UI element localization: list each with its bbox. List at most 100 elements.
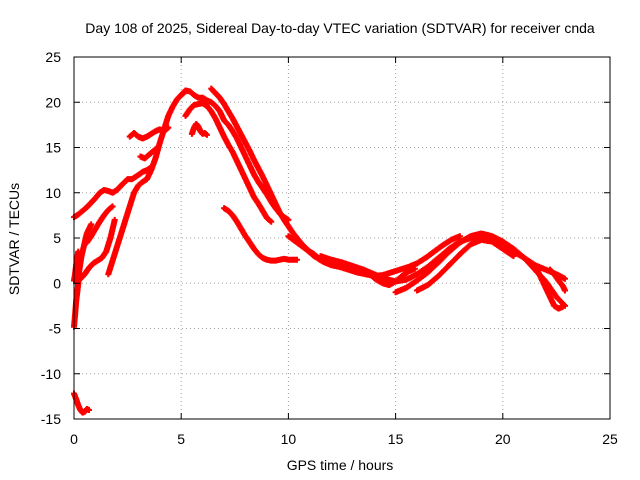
data-trace (290, 230, 300, 240)
data-trace (97, 213, 107, 224)
data-trace (547, 267, 557, 277)
data-trace (282, 256, 290, 263)
data-trace (251, 195, 261, 206)
data-trace (147, 149, 156, 157)
data-trace (406, 266, 417, 274)
data-trace (260, 186, 270, 197)
data-trace (490, 233, 505, 245)
data-trace (400, 269, 411, 279)
data-trace (281, 217, 291, 229)
data-trace (230, 150, 240, 163)
data-trace (162, 125, 171, 134)
data-trace (286, 256, 295, 263)
data-trace (243, 234, 253, 245)
data-trace (556, 278, 565, 288)
data-trace (86, 261, 96, 270)
data-trace (209, 86, 218, 96)
data-trace (404, 271, 419, 283)
data-trace (183, 107, 193, 118)
series-arc-12 (188, 120, 210, 138)
data-trace (93, 190, 102, 201)
data-trace (458, 233, 473, 245)
data-trace (226, 142, 235, 154)
series-arc-21 (546, 266, 568, 294)
data-trace (140, 176, 149, 185)
data-trace (251, 158, 261, 171)
data-trace (127, 191, 137, 208)
x-tick-label: 5 (177, 431, 185, 447)
data-trace (432, 243, 445, 254)
data-trace (447, 240, 462, 254)
data-trace (234, 159, 244, 172)
data-trace (457, 242, 473, 257)
data-trace (193, 121, 201, 129)
data-trace (415, 255, 428, 266)
data-trace (170, 97, 180, 109)
data-trace (415, 270, 430, 283)
data-trace (89, 196, 98, 205)
data-trace (291, 256, 299, 263)
data-trace (449, 233, 462, 243)
data-trace (106, 188, 115, 196)
data-trace (97, 187, 106, 196)
data-trace (134, 169, 145, 179)
data-trace (234, 124, 244, 137)
data-trace (208, 109, 218, 121)
data-trace (142, 152, 151, 161)
data-trace (277, 210, 287, 222)
series-arc-19 (414, 236, 517, 294)
data-trace (157, 126, 166, 134)
data-trace (238, 168, 248, 181)
data-trace (490, 239, 505, 252)
data-trace (217, 109, 227, 123)
data-trace (217, 125, 227, 139)
series-arc-13 (208, 85, 326, 264)
data-trace (256, 179, 265, 191)
data-trace (202, 130, 209, 137)
data-trace (273, 201, 283, 215)
data-trace (286, 233, 299, 245)
data-trace (264, 183, 274, 197)
data-trace (393, 273, 404, 284)
data-trace (312, 253, 325, 264)
data-trace (269, 257, 278, 264)
data-trace (251, 246, 261, 257)
series-arc-18 (392, 230, 568, 309)
data-trace (222, 205, 231, 214)
data-trace (234, 219, 244, 231)
data-trace (243, 141, 253, 153)
data-trace (247, 163, 257, 177)
data-trace (243, 177, 253, 190)
data-trace (82, 265, 92, 277)
data-trace (72, 212, 81, 220)
data-trace (136, 134, 145, 141)
data-trace (187, 102, 197, 112)
series-arc-14 (221, 205, 300, 264)
data-trace (205, 97, 214, 105)
data-trace (84, 406, 91, 413)
data-trace (436, 263, 452, 279)
series-arc-5 (73, 216, 118, 287)
data-trace (256, 252, 265, 261)
data-trace (247, 149, 257, 162)
data-trace (209, 100, 218, 108)
data-trace (256, 201, 265, 213)
data-trace (106, 204, 115, 213)
data-trace (88, 227, 98, 238)
data-trace (107, 218, 118, 240)
x-tick-label: 15 (388, 431, 404, 447)
data-trace (74, 276, 83, 286)
y-axis-label: SDTVAR / TECUs (6, 183, 22, 295)
data-trace (543, 286, 553, 299)
data-trace (221, 102, 231, 114)
data-trace (273, 257, 282, 264)
chart-title: Day 108 of 2025, Sidereal Day-to-day VTE… (85, 20, 595, 36)
data-trace (230, 213, 240, 224)
data-trace (260, 255, 269, 263)
data-trace (551, 272, 561, 283)
data-trace (138, 154, 147, 161)
series-arc-6 (83, 203, 116, 246)
data-trace (425, 255, 441, 270)
data-trace (547, 295, 557, 308)
